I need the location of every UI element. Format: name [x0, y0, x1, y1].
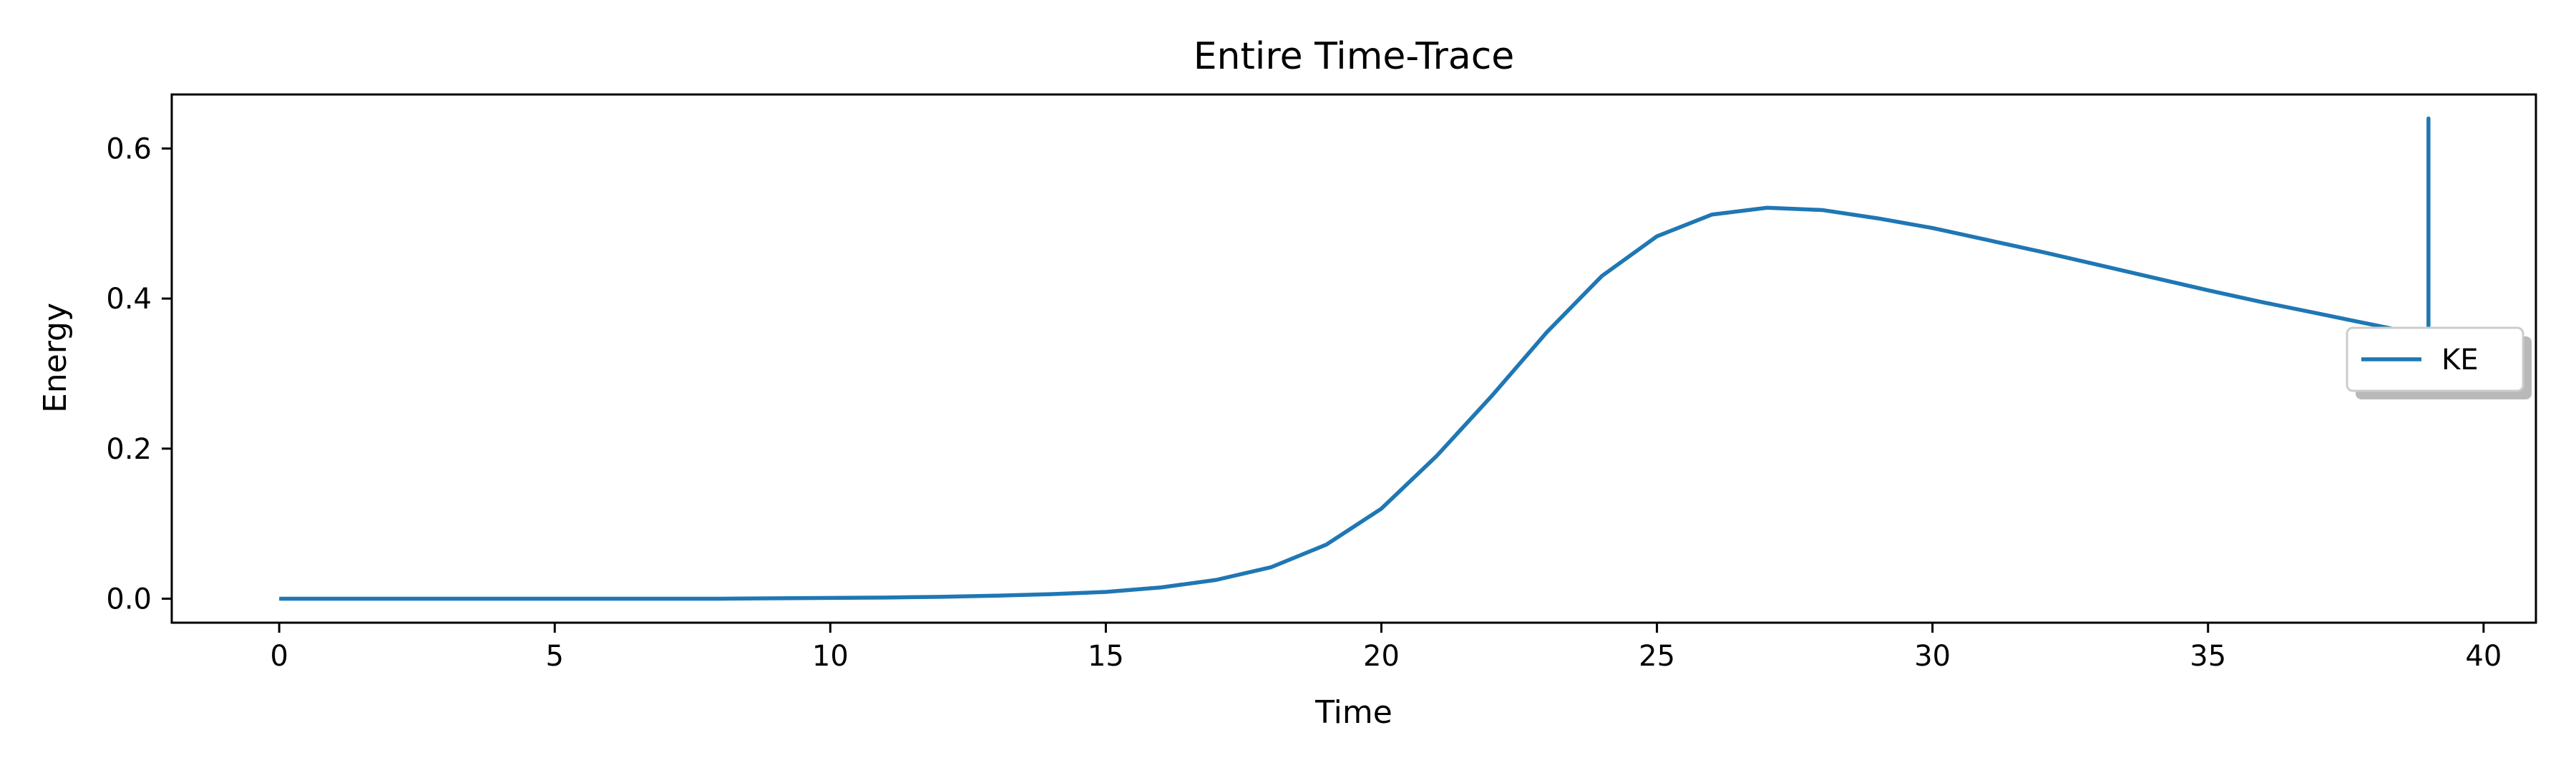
plot-frame: [170, 93, 2537, 624]
y-tick-label: 0.2: [106, 433, 152, 466]
y-tick-label: 0.0: [106, 583, 152, 616]
x-tick-label: 40: [2465, 640, 2502, 673]
legend: KE: [2346, 326, 2532, 399]
legend-label: KE: [2441, 344, 2479, 376]
chart-title: Entire Time-Trace: [1194, 35, 1515, 78]
x-axis-label: Time: [1314, 694, 1392, 731]
x-tick-label: 25: [1639, 640, 1675, 673]
y-axis-label: Energy: [37, 303, 74, 413]
x-tick-label: 15: [1088, 640, 1124, 673]
legend-box: [2346, 326, 2524, 392]
plot-area: 0 5 10 15 20 25 30 35 40 0.0 0.2 0.4 0.6: [106, 93, 2537, 673]
x-tick-label: 20: [1363, 640, 1400, 673]
x-tick-label: 35: [2190, 640, 2226, 673]
x-tick-label: 30: [1914, 640, 1951, 673]
x-tick-label: 10: [812, 640, 849, 673]
x-tick-label: 5: [546, 640, 564, 673]
x-tick-label: 0: [270, 640, 288, 673]
y-tick-label: 0.6: [106, 132, 152, 165]
series-line-ke: [279, 116, 2431, 601]
y-tick-label: 0.4: [106, 283, 152, 316]
